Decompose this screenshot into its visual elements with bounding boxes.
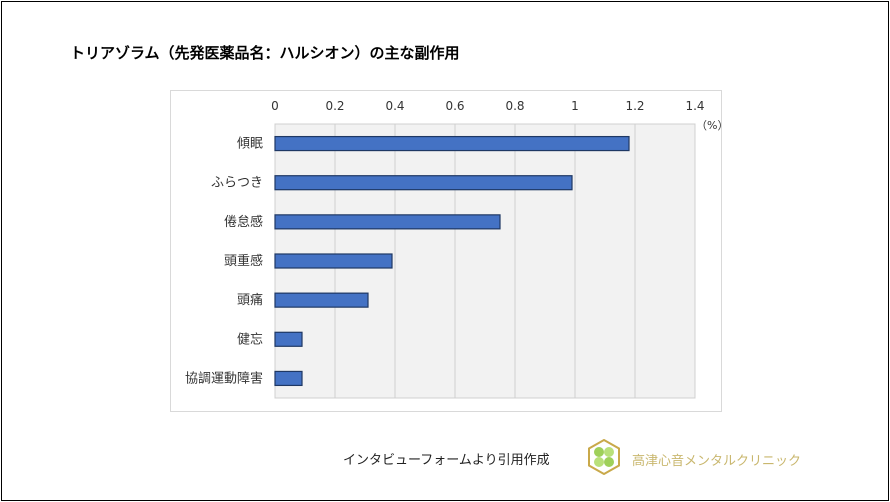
- bar: [274, 175, 573, 191]
- category-label: 協調運動障害: [185, 370, 263, 386]
- x-tick-label: 0.2: [325, 99, 344, 113]
- x-tick-label: 0.8: [505, 99, 524, 113]
- x-tick-label: 0: [271, 99, 279, 113]
- clinic-name: 高津心音メンタルクリニック: [632, 454, 802, 469]
- x-tick-label: 1.4: [685, 99, 704, 113]
- bar: [274, 135, 630, 152]
- bar: [274, 331, 303, 347]
- chart-svg: 0 0.2 0.4 0.6 0.8 1 1.2 1.4 （%） 傾眠ふらつき倦怠感頭重感頭痛健忘協…: [185, 99, 721, 399]
- x-tick-label: 1: [571, 99, 579, 113]
- page-title: トリアゾラム（先発医薬品名：ハルシオン）の主な副作用: [70, 44, 460, 62]
- bar: [274, 292, 369, 308]
- category-label: 倦怠感: [224, 214, 263, 230]
- x-tick-label: 0.6: [445, 99, 464, 113]
- x-tick-label: 0.4: [385, 99, 404, 113]
- unit-label: （%）: [696, 119, 721, 132]
- bar: [274, 253, 393, 269]
- category-label: 健忘: [237, 332, 263, 347]
- category-label: 頭痛: [237, 292, 263, 308]
- x-tick-label: 1.2: [625, 99, 644, 113]
- bar: [274, 214, 501, 230]
- bar: [274, 370, 303, 387]
- category-label: ふらつき: [211, 176, 263, 191]
- clinic-logo-icon: [588, 439, 620, 475]
- chart: 0 0.2 0.4 0.6 0.8 1 1.2 1.4 （%） 傾眠ふらつき倦怠感頭重感頭痛健忘協…: [170, 90, 722, 412]
- source-note: インタビューフォームより引用作成: [343, 453, 550, 468]
- category-label: 傾眠: [237, 137, 263, 152]
- category-label: 頭重感: [224, 253, 263, 269]
